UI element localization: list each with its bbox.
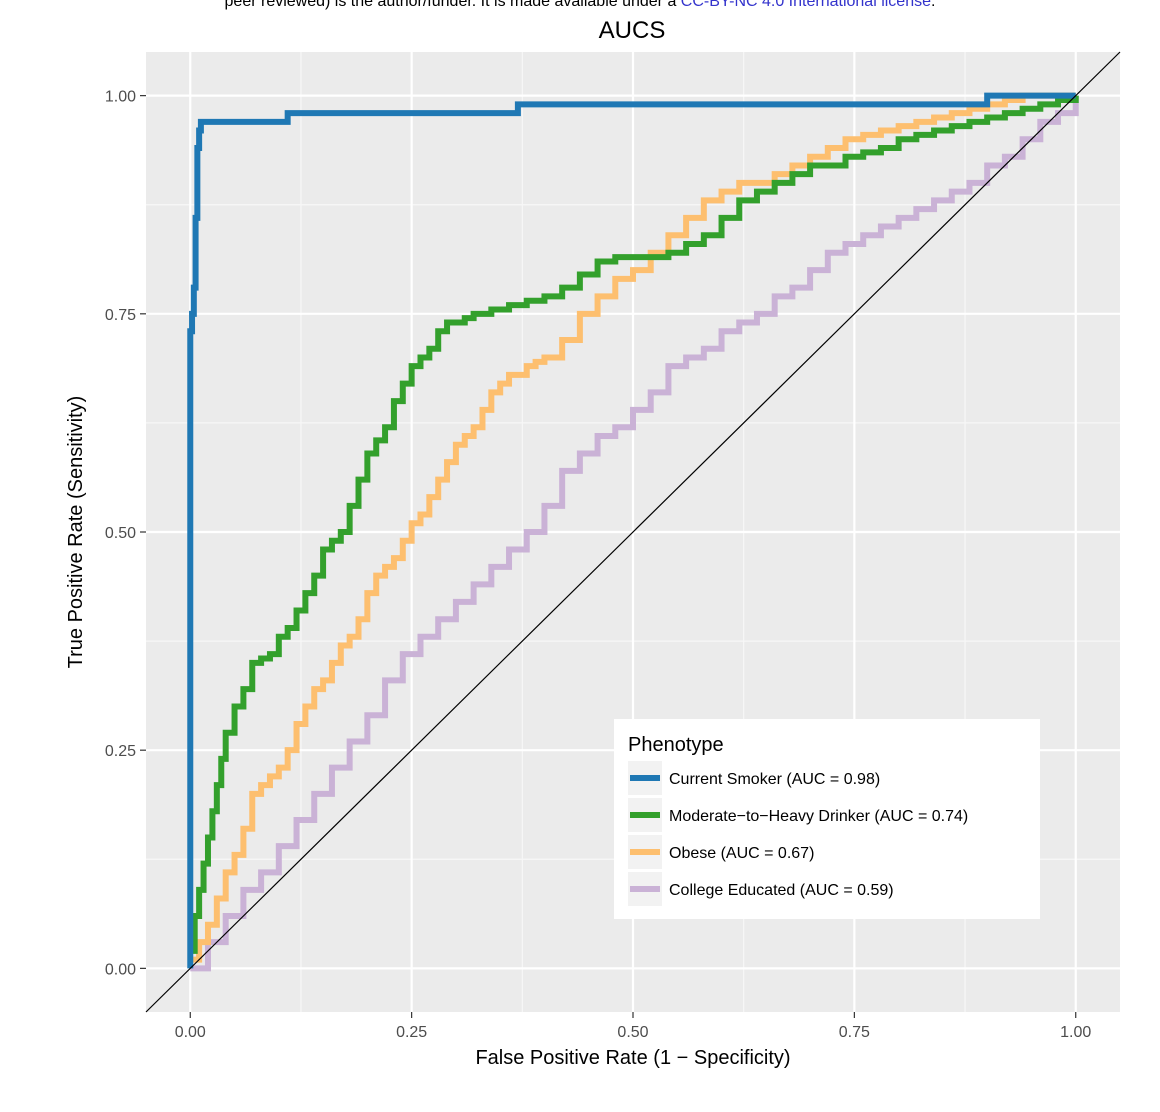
x-tick-label: 0.00 bbox=[175, 1024, 206, 1041]
series-layer bbox=[187, 92, 1079, 972]
legend-items: Current Smoker (AUC = 0.98) Moderate−to−H… bbox=[628, 761, 968, 906]
y-tick-label: 0.25 bbox=[105, 743, 136, 760]
y-tick-label: 0.50 bbox=[105, 525, 136, 542]
y-axis-ticks: 0.00 0.25 0.50 0.75 1.00 bbox=[105, 89, 146, 978]
x-tick-label: 1.00 bbox=[1060, 1024, 1091, 1041]
legend-label: Obese (AUC = 0.67) bbox=[669, 845, 814, 862]
x-tick-label: 0.75 bbox=[839, 1024, 870, 1041]
series-line bbox=[190, 95, 1079, 972]
legend-title: Phenotype bbox=[628, 734, 724, 756]
legend-label: College Educated (AUC = 0.59) bbox=[669, 882, 894, 899]
x-axis-ticks: 0.00 0.25 0.50 0.75 1.00 bbox=[175, 1012, 1091, 1041]
reference-diagonal-line bbox=[145, 51, 1121, 1013]
chart-title: AUCS bbox=[599, 17, 666, 44]
x-tick-label: 0.50 bbox=[617, 1024, 648, 1041]
y-axis-title: True Positive Rate (Sensitivity) bbox=[65, 396, 87, 669]
x-tick-label: 0.25 bbox=[396, 1024, 427, 1041]
x-axis-title: False Positive Rate (1 − Specificity) bbox=[475, 1047, 790, 1069]
y-tick-label: 1.00 bbox=[105, 89, 136, 106]
series-line bbox=[190, 92, 1076, 963]
series-line bbox=[187, 92, 1076, 969]
legend: Phenotype Current Smoker (AUC = 0.98) Mod… bbox=[614, 719, 1040, 919]
header-note: peer reviewed) is the author/funder. It … bbox=[225, 0, 936, 10]
legend-label: Current Smoker (AUC = 0.98) bbox=[669, 771, 880, 788]
series-line bbox=[190, 95, 1079, 954]
y-tick-label: 0.00 bbox=[105, 961, 136, 978]
legend-label: Moderate−to−Heavy Drinker (AUC = 0.74) bbox=[669, 808, 968, 825]
license-link[interactable]: CC-BY-NC 4.0 International license bbox=[681, 0, 931, 10]
y-tick-label: 0.75 bbox=[105, 307, 136, 324]
header-note-text: peer reviewed) is the author/funder. It … bbox=[225, 0, 681, 10]
legend-box bbox=[614, 719, 1040, 919]
header-note-end: . bbox=[931, 0, 935, 10]
